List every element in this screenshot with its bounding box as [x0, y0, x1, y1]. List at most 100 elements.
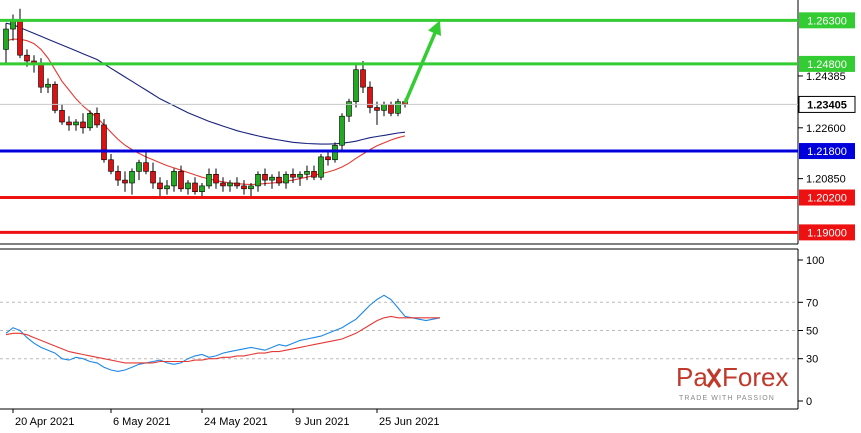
logo-x-mark [706, 368, 722, 388]
date-tick-label: 20 Apr 2021 [15, 416, 74, 428]
level-label-box [799, 143, 855, 160]
candle [52, 81, 58, 114]
price-tick-label: 1.24385 [806, 71, 846, 83]
arrow-head [428, 20, 441, 36]
candle-body [346, 101, 352, 117]
current-price-marker: 1.23405 [0, 95, 856, 113]
candle [59, 104, 65, 125]
oscillator-grid [0, 301, 798, 360]
candle [297, 171, 303, 186]
candle [241, 180, 247, 195]
oscillator-line-1 [5, 294, 441, 372]
candle-body [66, 121, 72, 126]
candle [129, 168, 135, 195]
candle [80, 113, 86, 134]
candle-body [143, 162, 149, 172]
moving-averages [5, 22, 406, 186]
date-tick-label: 25 Jun 2021 [379, 416, 440, 428]
candle-body [45, 83, 51, 88]
oscillator-tick-label: 30 [806, 354, 818, 366]
level-label-box [799, 189, 855, 206]
candlesticks [3, 8, 408, 198]
candle [325, 151, 331, 166]
oscillator-lines [5, 294, 441, 372]
candle-body [318, 156, 324, 178]
level-label-text: 1.20200 [807, 193, 847, 205]
candle-body [80, 121, 86, 129]
candle-body [171, 171, 177, 187]
moving-average-line-1 [5, 22, 406, 145]
candle [283, 171, 289, 189]
candle [94, 107, 100, 128]
candle-body [360, 69, 366, 88]
candle [318, 153, 324, 181]
candle-body [297, 173, 303, 178]
level-label-box [799, 224, 855, 241]
candle-body [150, 171, 156, 184]
candle [374, 101, 380, 125]
candle [248, 183, 254, 198]
candle-body [94, 112, 100, 126]
candle-body [220, 182, 226, 187]
candle-body [122, 179, 128, 184]
candle-body [213, 173, 219, 184]
candle-body [283, 173, 289, 184]
candle-body [234, 182, 240, 187]
candle [185, 180, 191, 195]
paxforex-logo: Pa Forex TRADE WITH PASSION [676, 362, 788, 402]
candle [101, 119, 107, 163]
price-axis-ticks: 1.24385 1.22600 1.20850 [798, 71, 846, 186]
candle [276, 171, 282, 186]
candle [227, 180, 233, 192]
candle [304, 165, 310, 181]
candle-body [52, 83, 58, 111]
candle [262, 168, 268, 186]
candle [157, 177, 163, 198]
oscillator-tick-label: 100 [806, 255, 824, 267]
candle-body [381, 104, 387, 111]
level-label-text: 1.21800 [807, 146, 847, 158]
candle [206, 168, 212, 189]
logo-forex: Forex [722, 362, 788, 392]
candle [360, 61, 366, 93]
candle [255, 171, 261, 192]
candle [220, 177, 226, 192]
candle [199, 183, 205, 198]
candle [178, 165, 184, 192]
candle-body [101, 124, 107, 161]
candle-body [241, 185, 247, 190]
candle-body [339, 115, 345, 146]
candle-body [311, 171, 317, 178]
date-tick-label: 9 Jun 2021 [295, 416, 349, 428]
candle-body [115, 171, 121, 181]
date-axis-labels: 20 Apr 2021 6 May 2021 24 May 2021 9 Jun 20… [12, 409, 440, 428]
candle [311, 165, 317, 181]
candle-body [73, 121, 79, 126]
logo-tagline: TRADE WITH PASSION [679, 395, 775, 402]
horizontal-levels [0, 18, 798, 234]
candle-body [304, 171, 310, 175]
candle [171, 168, 177, 192]
candle-body [367, 86, 373, 108]
candle-body [178, 171, 184, 190]
candle-body [129, 171, 135, 184]
candle-body [157, 182, 163, 190]
candle [213, 168, 219, 189]
candle [87, 110, 93, 131]
candle [150, 162, 156, 189]
level-label-box [799, 55, 855, 72]
oscillator-line-2 [5, 315, 440, 364]
candle [269, 174, 275, 189]
candle-body [185, 182, 191, 190]
candle [3, 23, 9, 64]
candle [367, 81, 373, 114]
moving-average-line-2 [5, 38, 406, 186]
level-label-box [799, 12, 855, 29]
candle [290, 168, 296, 183]
candle-body [17, 20, 23, 56]
oscillator-tick-label: 0 [806, 396, 812, 408]
candle-body [262, 173, 268, 181]
candle-body [325, 156, 331, 161]
current-price-box [798, 95, 856, 113]
